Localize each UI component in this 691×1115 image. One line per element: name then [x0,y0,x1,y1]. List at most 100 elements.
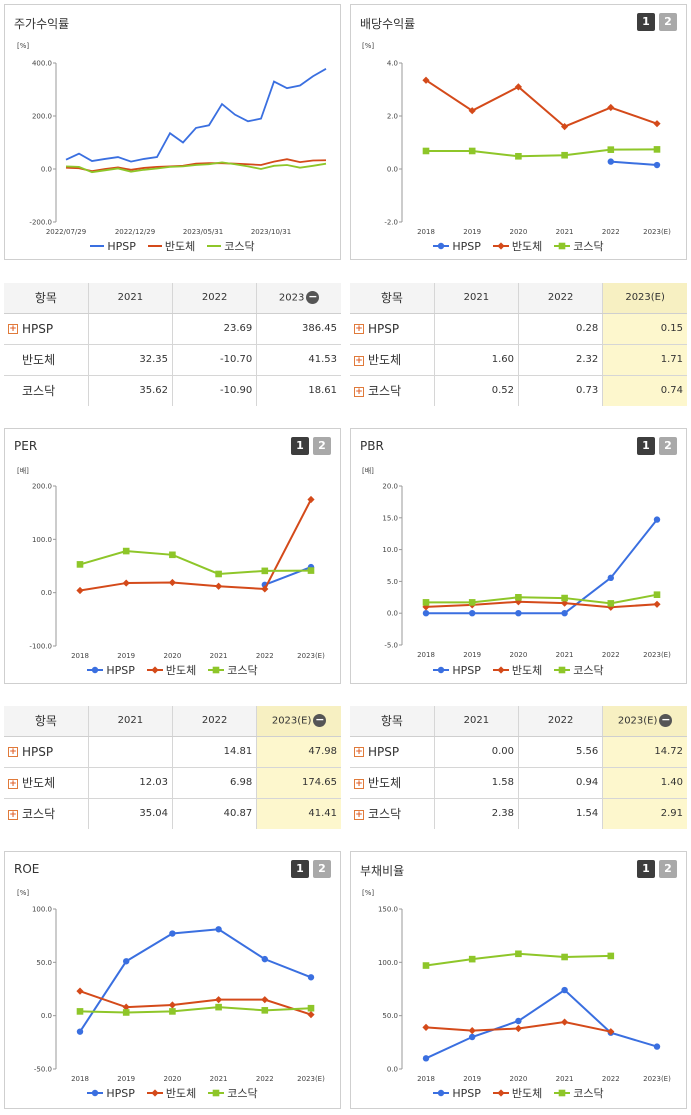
data-point-kosdaq [122,1009,130,1016]
table-cell: 1.60 [433,344,519,376]
x-tick-label: 2021 [556,228,574,236]
legend-marker [492,242,509,250]
y-tick-label: -200.0 [29,219,52,227]
legend-item-hpsp[interactable]: HPSP [87,1085,135,1101]
legend-item-hpsp[interactable]: HPSP [433,1085,481,1101]
expand-plus-icon[interactable]: + [354,809,364,820]
table-cell: 0.00 [433,736,519,768]
data-point-kosdaq [515,594,522,601]
collapse-icon[interactable]: − [659,713,673,728]
expand-plus-icon[interactable]: + [354,355,364,366]
legend-item-hpsp[interactable]: HPSP [433,238,481,254]
table-cell: 0.52 [433,375,519,406]
row-label: + 반도체 [350,344,435,376]
legend-item-semiconductor[interactable]: 반도체 [146,1085,196,1101]
chart-title: 부채비율 [360,864,405,878]
legend-item-kosdaq[interactable]: 코스닥 [207,238,255,254]
column-header-year: 2023(E) − [602,706,687,737]
column-header-year: 2021 [87,283,173,314]
page-1-button[interactable]: 1 [637,860,655,878]
y-unit-label: [%] [362,42,375,50]
legend-item-semiconductor[interactable]: 반도체 [492,1085,542,1101]
data-point-kosdaq [169,551,176,559]
collapse-icon[interactable]: − [313,713,327,728]
panel-debt-ratio: 부채비율 1 2 [350,851,687,1109]
page-1-button[interactable]: 1 [637,437,655,455]
expand-plus-icon[interactable]: + [354,747,364,757]
y-tick-label: -50.0 [34,1066,52,1074]
expand-plus-icon[interactable]: + [354,386,364,397]
table-cell [87,313,173,345]
y-tick-label: 0.0 [41,589,52,597]
stock-return-table: 항목 2021 2022 2023− + HPSP 23.69 386.45 반도체 32.35-… [4,283,341,406]
column-header-item: 항목 [4,283,89,314]
data-point-semiconductor [468,1027,476,1035]
legend-item-kosdaq[interactable]: 코스닥 [554,662,604,678]
data-point-hpsp [169,930,176,937]
table-cell: 14.72 [602,736,687,768]
y-tick-label: 4.0 [387,60,398,68]
legend-item-kosdaq[interactable]: 코스닥 [554,1085,604,1101]
y-tick-label: 50.0 [382,1012,398,1020]
pager: 1 2 [291,860,331,878]
data-point-kosdaq [122,547,130,555]
page-1-button[interactable]: 1 [637,13,655,31]
row-label-text: HPSP [22,744,54,759]
table-row: + 반도체 12.03 6.98 174.65 [4,767,341,799]
page-2-button[interactable]: 2 [659,13,677,31]
page-1-button[interactable]: 1 [291,437,309,455]
column-header-item: 항목 [350,706,435,737]
data-point-hpsp [123,958,130,965]
expand-plus-icon[interactable]: + [354,778,364,789]
expand-plus-icon[interactable]: + [8,747,18,757]
data-point-kosdaq [561,151,568,159]
pager: 1 2 [637,13,677,31]
x-tick-label: 2023(E) [297,1075,325,1083]
x-tick-label: 2021 [210,1075,228,1083]
page-1-button[interactable]: 1 [291,860,309,878]
x-tick-label: 2023(E) [643,1075,671,1083]
y-tick-label: 0.0 [387,166,398,174]
page-2-button[interactable]: 2 [659,437,677,455]
legend-item-hpsp[interactable]: HPSP [433,662,481,678]
x-tick-label: 2018 [417,1075,435,1083]
x-tick-label: 2022 [256,1075,274,1083]
expand-plus-icon[interactable]: + [8,324,18,334]
table-header-row: 항목 2021 2022 2023(E) [350,283,687,314]
page-2-button[interactable]: 2 [313,860,331,878]
row-label: + 반도체 [4,767,89,799]
legend-item-semiconductor[interactable]: 반도체 [492,238,542,254]
expand-plus-icon[interactable]: + [354,324,364,334]
legend-label: 코스닥 [573,1087,604,1100]
legend-item-semiconductor[interactable]: 반도체 [146,662,197,678]
column-header-item: 항목 [350,283,435,314]
x-tick-label: 2019 [463,1075,481,1083]
expand-plus-icon[interactable]: + [8,778,18,789]
x-tick-label: 2020 [509,228,527,236]
x-tick-label: 2023/10/31 [251,228,291,236]
page-2-button[interactable]: 2 [313,437,331,455]
legend-item-kosdaq[interactable]: 코스닥 [554,238,604,254]
table-row: + 반도체 1.58 0.94 1.40 [350,767,687,799]
legend-item-hpsp[interactable]: HPSP [90,238,136,254]
expand-plus-icon[interactable]: + [8,809,18,820]
data-point-semiconductor [215,582,223,590]
data-point-kosdaq [561,953,568,961]
legend-label: 반도체 [165,664,197,677]
data-point-semiconductor [422,1023,430,1031]
data-point-hpsp [422,610,430,617]
row-label: 반도체 [4,344,89,376]
page-2-button[interactable]: 2 [659,860,677,878]
legend-item-kosdaq[interactable]: 코스닥 [208,662,258,678]
data-point-kosdaq [307,567,315,574]
legend-marker [554,666,571,674]
legend-item-semiconductor[interactable]: 반도체 [147,238,195,254]
legend-item-hpsp[interactable]: HPSP [87,662,135,678]
row-label-text: HPSP [368,744,400,759]
y-tick-label: -2.0 [384,219,398,227]
y-tick-label: 0.0 [41,1012,52,1020]
collapse-icon[interactable]: − [306,290,320,305]
chart-legend: HPSP 반도체 코스닥 [350,1085,687,1101]
legend-item-kosdaq[interactable]: 코스닥 [208,1085,258,1101]
legend-item-semiconductor[interactable]: 반도체 [492,662,542,678]
